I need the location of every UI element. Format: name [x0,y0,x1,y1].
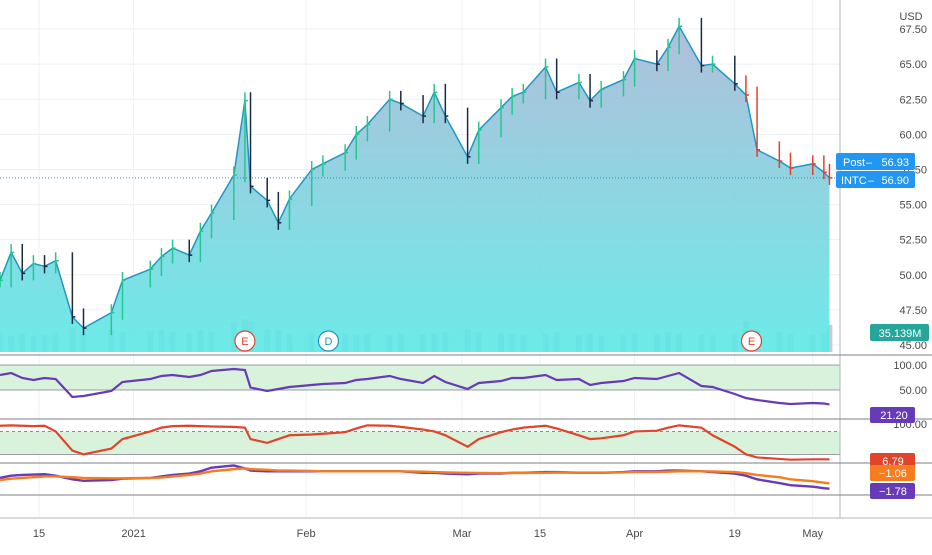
post-badge: Post – 56.93 [836,153,915,170]
y-tick-label: 55.00 [899,200,927,212]
event-marker-e[interactable]: E [234,330,256,352]
x-tick-label: 2021 [121,528,145,540]
stoch-line [0,424,830,461]
price-area [0,24,840,353]
x-tick-label: Mar [453,528,472,540]
rsi-tick-label: 100.00 [893,360,927,372]
x-tick-label: May [802,528,823,540]
rsi-tick-label: 50.00 [899,385,927,397]
rsi-badge: 21.20 [870,407,915,423]
event-marker-circle [234,330,256,352]
stoch-band [0,431,840,455]
last-price-badge: INTC – 56.90 [836,171,915,188]
y-tick-label: 62.50 [899,94,927,106]
last-badge-label: INTC [841,175,867,187]
y-tick-label: 50.00 [899,270,927,282]
event-marker-circle [317,330,340,352]
event-marker-circle [740,330,763,352]
price-bars [0,17,833,336]
x-tick-label: Apr [626,528,643,540]
signal-line [0,467,830,485]
macd-badge-value: −1.06 [879,468,907,480]
svg-text:–: – [866,157,873,169]
y-tick-label: 67.50 [899,24,927,36]
indicator-panes [0,364,840,490]
y-tick-label: 47.50 [899,305,927,317]
rsi-badge-value: 21.20 [880,410,908,422]
post-badge-label: Post [843,157,865,169]
y-tick-label: 65.00 [899,59,927,71]
event-marker-d[interactable]: D [317,330,340,352]
event-marker-label: D [324,336,332,348]
signal-badge-value: −1.78 [879,486,907,498]
x-tick-label: Feb [297,528,316,540]
event-marker-e[interactable]: E [740,330,763,352]
event-marker-label: E [748,336,755,348]
currency-label: USD [899,11,922,23]
y-tick-label: 45.00 [899,340,927,352]
x-tick-label: 15 [534,528,546,540]
svg-text:–: – [868,175,875,187]
price-area-fill [0,26,830,353]
x-tick-label: 15 [33,528,45,540]
rsi-line [0,367,830,406]
volume-badge-value: 35.139M [879,328,922,340]
signal-badge: −1.78 [870,483,915,499]
volume-badge: 35.139M [870,324,929,341]
x-tick-label: 19 [729,528,741,540]
event-marker-label: E [241,336,248,348]
rsi-band [0,365,840,390]
y-tick-label: 60.00 [899,129,927,141]
macd-badge: −1.06 [870,465,915,481]
y-tick-label: 52.50 [899,235,927,247]
post-badge-value: 56.93 [881,157,909,169]
last-badge-value: 56.90 [881,175,909,187]
